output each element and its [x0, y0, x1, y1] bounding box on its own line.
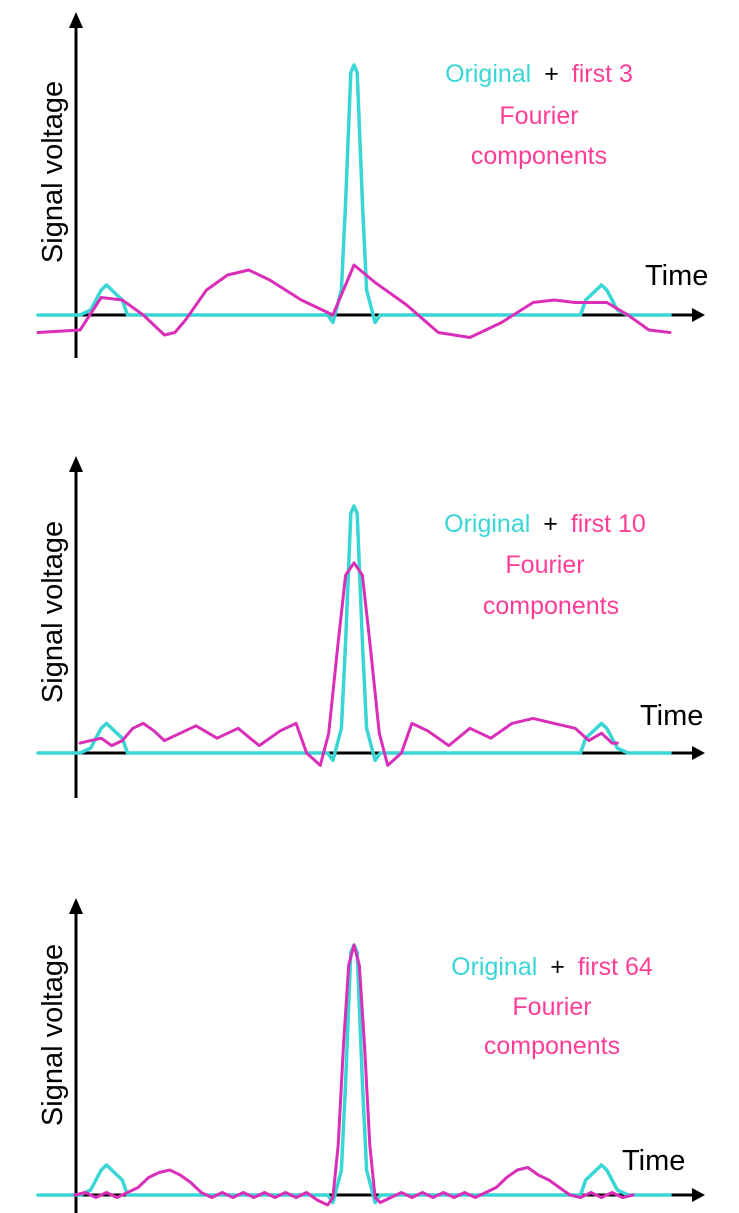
series-line-original — [36, 63, 672, 325]
series-line-original — [36, 943, 672, 1205]
legend-line-3: components — [471, 142, 607, 170]
legend-original: Original — [444, 510, 530, 538]
legend-approx: first 10 — [571, 510, 646, 538]
legend-line-2: Fourier — [512, 993, 591, 1021]
legend-line-1: Original + first 64 — [451, 953, 653, 981]
legend-original: Original — [445, 60, 531, 88]
legend-line-1: Original + first 3 — [445, 60, 633, 88]
y-axis-label: Signal voltage — [37, 81, 69, 263]
y-axis-arrow — [69, 12, 83, 28]
legend-line-1: Original + first 10 — [444, 510, 646, 538]
legend-line-2: Fourier — [505, 551, 584, 579]
series-line-first-10 — [78, 561, 619, 767]
series-line-original — [36, 504, 672, 763]
legend-approx: first 64 — [578, 953, 653, 981]
x-axis-label: Time — [640, 700, 703, 732]
legend-line-3: components — [484, 1032, 620, 1060]
legend-plus: + — [544, 60, 559, 88]
x-axis-label: Time — [622, 1145, 685, 1177]
legend-original: Original — [451, 953, 537, 981]
y-axis-label: Signal voltage — [37, 944, 69, 1126]
series-group — [36, 63, 672, 339]
legend-line-3: components — [483, 592, 619, 620]
chart-panel-2: Signal voltage Time Original + first 10 … — [36, 456, 705, 798]
legend-plus: + — [543, 510, 558, 538]
series-line-first-64 — [73, 943, 635, 1207]
x-axis-arrow — [692, 746, 705, 760]
legend-plus: + — [550, 953, 565, 981]
x-axis-arrow — [692, 308, 705, 322]
x-axis-arrow — [692, 1188, 705, 1202]
series-group — [36, 943, 672, 1207]
x-axis-label: Time — [645, 260, 708, 292]
series-line-first-3 — [36, 263, 672, 339]
legend-line-2: Fourier — [499, 102, 578, 130]
y-axis-label: Signal voltage — [37, 521, 69, 703]
chart-panel-3: Signal voltage Time Original + first 64 … — [36, 898, 705, 1213]
legend-approx: first 3 — [572, 60, 633, 88]
series-group — [36, 504, 672, 767]
y-axis-arrow — [69, 456, 83, 472]
y-axis-arrow — [69, 898, 83, 914]
chart-panel-1: Signal voltage Time Original + first 3 F… — [36, 12, 708, 358]
